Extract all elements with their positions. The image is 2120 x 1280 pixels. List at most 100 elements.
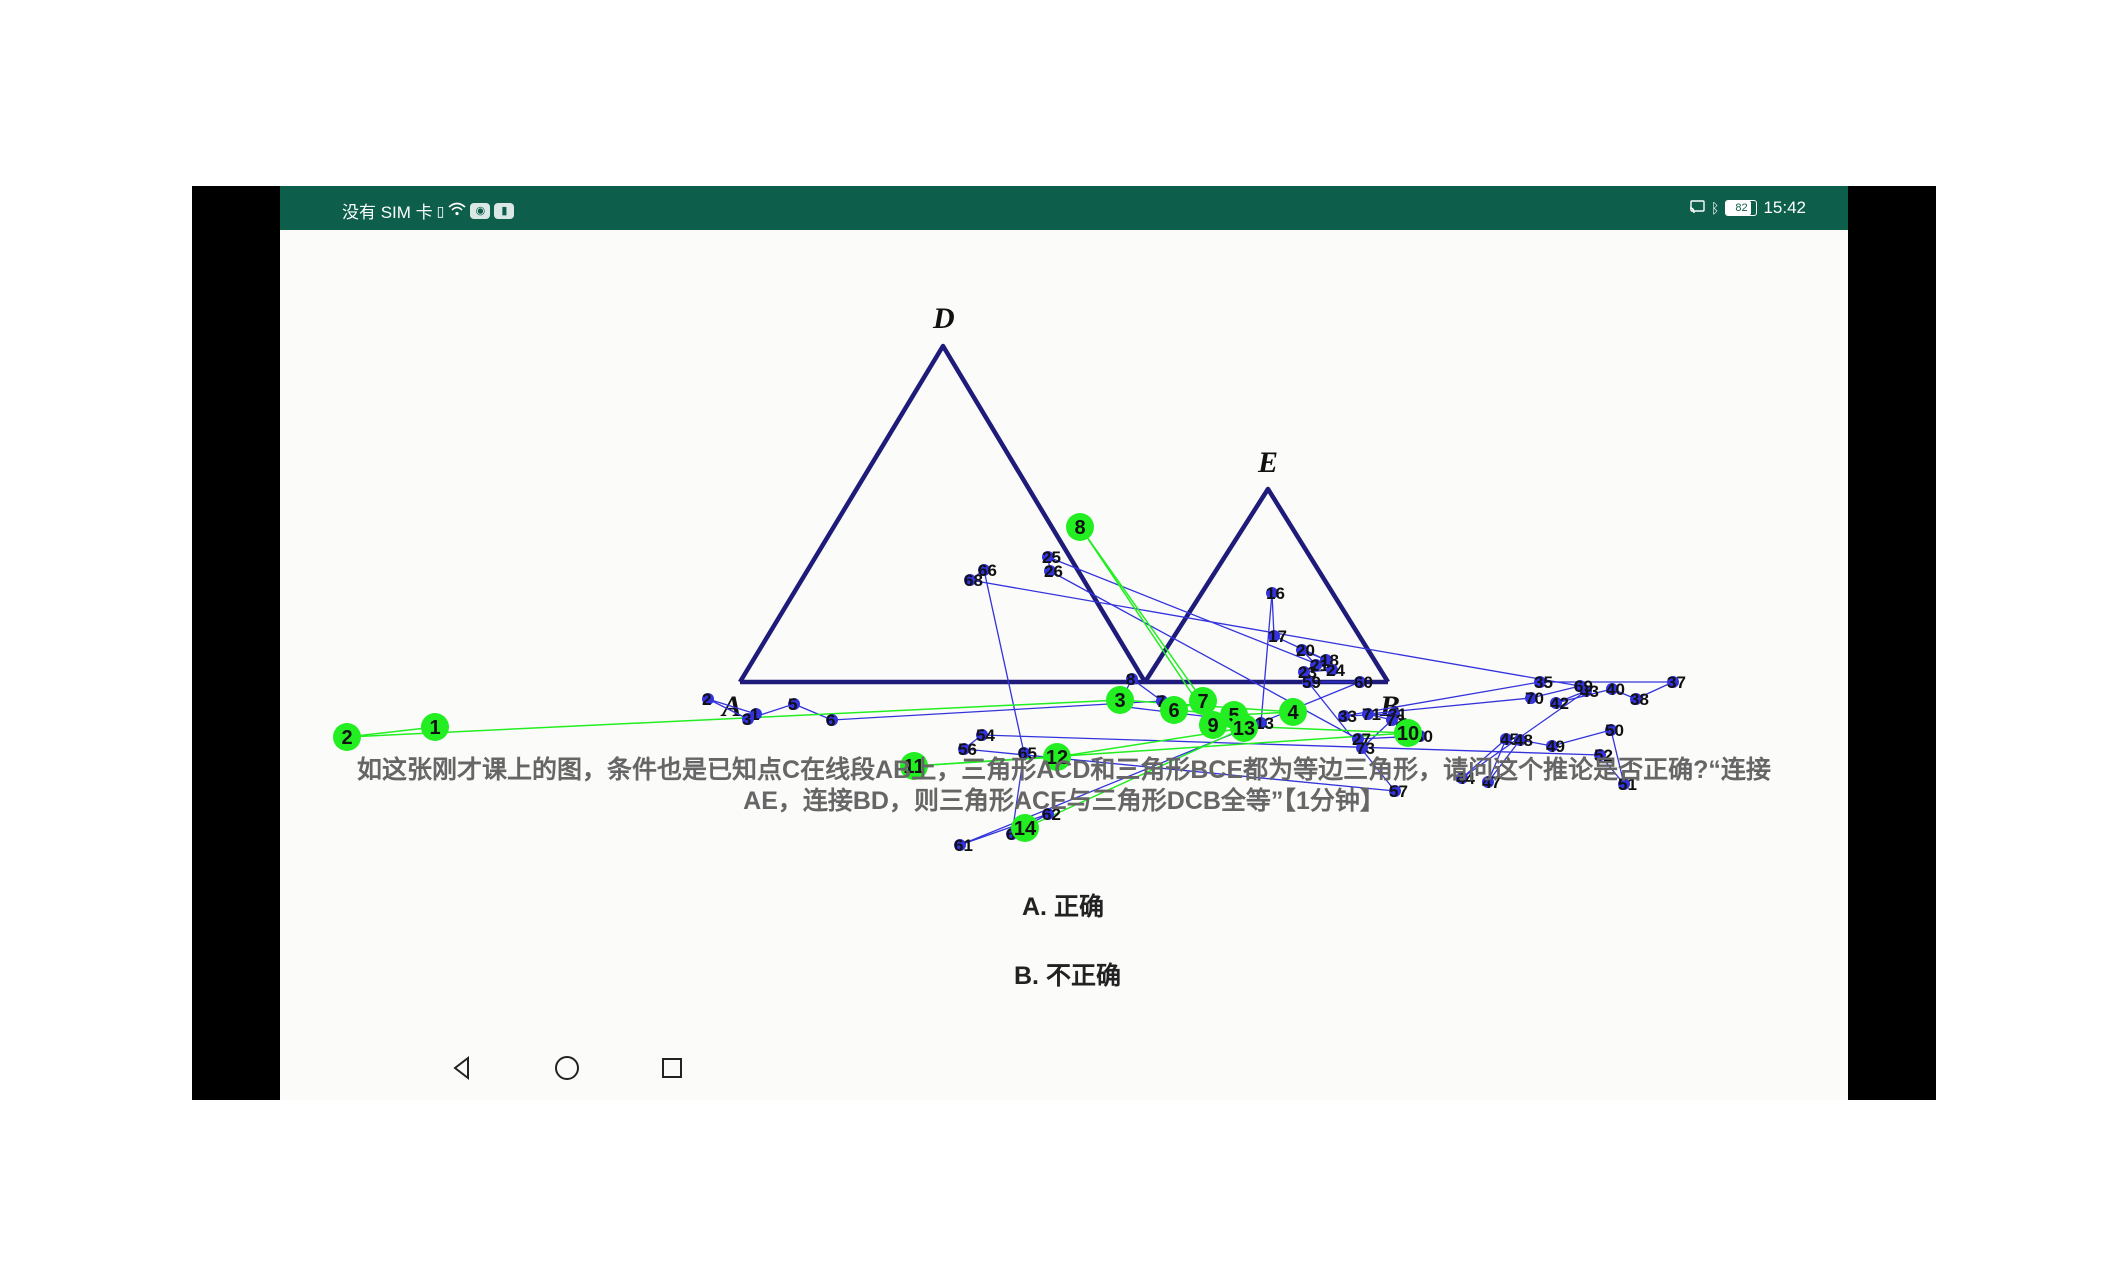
fixation-point	[1160, 696, 1188, 724]
fixation-point	[421, 713, 449, 741]
question-text: 如这张刚才课上的图，条件也是已知点C在线段AB上，三角形ACD和三角形BCE都为…	[280, 755, 1848, 817]
tablet-screen: 没有 SIM 卡 ▯ ◉ ▮ ᛒ 82 15:42	[280, 186, 1848, 1100]
saccade-point	[1298, 666, 1310, 678]
saccade-point	[1326, 664, 1338, 676]
fixation-point	[1011, 814, 1039, 842]
question-line-1: 如这张刚才课上的图，条件也是已知点C在线段AB上，三角形ACD和三角形BCE都为…	[357, 756, 1771, 784]
fixation-segment	[346, 699, 1121, 738]
fixation-segment	[1024, 727, 1245, 829]
saccade-segment	[983, 569, 1025, 754]
status-bar: 没有 SIM 卡 ▯ ◉ ▮ ᛒ 82 15:42	[280, 186, 1848, 230]
saccade-label: 47	[1482, 773, 1501, 792]
triangle-acd	[738, 343, 1147, 684]
fixation-point	[1230, 714, 1258, 742]
option-a-button[interactable]: A. 正确	[1012, 883, 1114, 927]
saccade-point	[964, 574, 976, 586]
device-frame: 没有 SIM 卡 ▯ ◉ ▮ ᛒ 82 15:42	[192, 186, 1936, 1100]
saccade-label: 61	[954, 836, 973, 855]
saccade-label: 13	[1255, 714, 1274, 733]
saccade-label: 48	[1514, 731, 1533, 750]
saccade-point	[1356, 742, 1368, 754]
saccade-segment	[707, 698, 749, 720]
saccade-segment	[793, 703, 833, 721]
saccade-label: 37	[1667, 673, 1686, 692]
saccade-label: 71	[1362, 705, 1381, 724]
saccade-label: 45	[1500, 730, 1519, 749]
saccade-label: 65	[1018, 744, 1037, 763]
option-b-button[interactable]: B. 不正确	[1004, 952, 1131, 996]
saccade-point	[1574, 680, 1586, 692]
home-circle-icon[interactable]	[545, 1046, 589, 1090]
saccade-label: 17	[1268, 627, 1287, 646]
fixation-label: 14	[1014, 818, 1037, 840]
saccade-segment	[1487, 739, 1521, 783]
saccade-point	[1266, 587, 1278, 599]
wifi-icon	[448, 202, 466, 219]
saccade-point	[1042, 808, 1054, 820]
saccade-label: 24	[1326, 661, 1345, 680]
saccade-segment	[1551, 729, 1612, 747]
back-triangle-icon[interactable]	[440, 1046, 484, 1090]
fixation-point	[1043, 743, 1071, 771]
saccade-label: 51	[1618, 775, 1637, 794]
fixation-point	[900, 752, 928, 780]
fixation-point	[333, 723, 361, 751]
fixation-label: 3	[1114, 690, 1125, 712]
status-time: 15:42	[1763, 198, 1806, 217]
saccade-label: 7	[1156, 692, 1165, 711]
fixation-point	[1199, 711, 1227, 739]
app-notification-icon: ◉	[470, 202, 491, 219]
saccade-point	[1310, 659, 1322, 671]
fixation-label: 13	[1233, 718, 1255, 740]
saccade-segment	[981, 734, 1601, 756]
saccade-point	[1534, 676, 1546, 688]
fixation-label: 12	[1046, 747, 1068, 769]
fixation-segment	[1079, 526, 1214, 726]
saccade-point	[1126, 673, 1138, 685]
fixation-point	[1106, 686, 1134, 714]
fixation-point	[1066, 513, 1094, 541]
fixation-label: 10	[1397, 723, 1419, 745]
saccade-point	[1255, 717, 1267, 729]
saccade-label: 68	[964, 571, 983, 590]
saccade-label: 20	[1296, 641, 1315, 660]
saccade-segment	[1271, 592, 1275, 637]
saccade-point	[978, 564, 990, 576]
saccade-label: 62	[1042, 805, 1061, 824]
saccade-segment	[1610, 729, 1625, 785]
saccade-point	[1042, 551, 1054, 563]
saccade-label: 5	[788, 695, 797, 714]
saccade-segment	[1530, 685, 1581, 699]
saccade-label: 52	[1594, 746, 1613, 765]
saccade-label: 66	[978, 561, 997, 580]
saccade-label: 49	[1546, 737, 1565, 756]
fixation-segment	[913, 756, 1058, 767]
saccade-segment	[1343, 681, 1541, 717]
saccade-segment	[1487, 738, 1507, 783]
saccade-label: 70	[1525, 689, 1544, 708]
battery-icon: 82	[1725, 200, 1758, 216]
saccade-point	[1386, 714, 1398, 726]
saccade-label: 1	[750, 705, 759, 724]
saccade-point	[1302, 676, 1314, 688]
saccade-label: 35	[1534, 673, 1553, 692]
saccade-label: 3	[742, 710, 751, 729]
saccade-segment	[1461, 738, 1507, 779]
fixation-segment	[1079, 526, 1204, 702]
saccade-point	[1606, 683, 1618, 695]
saccade-point	[1352, 733, 1364, 745]
saccade-label: 50	[1605, 721, 1624, 740]
saccade-label: 59	[1302, 673, 1321, 692]
saccade-point	[1320, 654, 1332, 666]
saccade-label: 21	[1310, 656, 1329, 675]
cast-icon	[1689, 199, 1705, 217]
recents-square-icon[interactable]	[650, 1046, 694, 1090]
fixation-label: 8	[1074, 517, 1085, 539]
saccade-point	[702, 693, 714, 705]
saccade-label: 44	[1456, 769, 1475, 788]
saccade-point	[976, 729, 988, 741]
saccade-point	[1018, 747, 1030, 759]
saccade-point	[1296, 644, 1308, 656]
saccade-segment	[1461, 690, 1587, 779]
sim-card-icon: ▯	[436, 202, 445, 219]
